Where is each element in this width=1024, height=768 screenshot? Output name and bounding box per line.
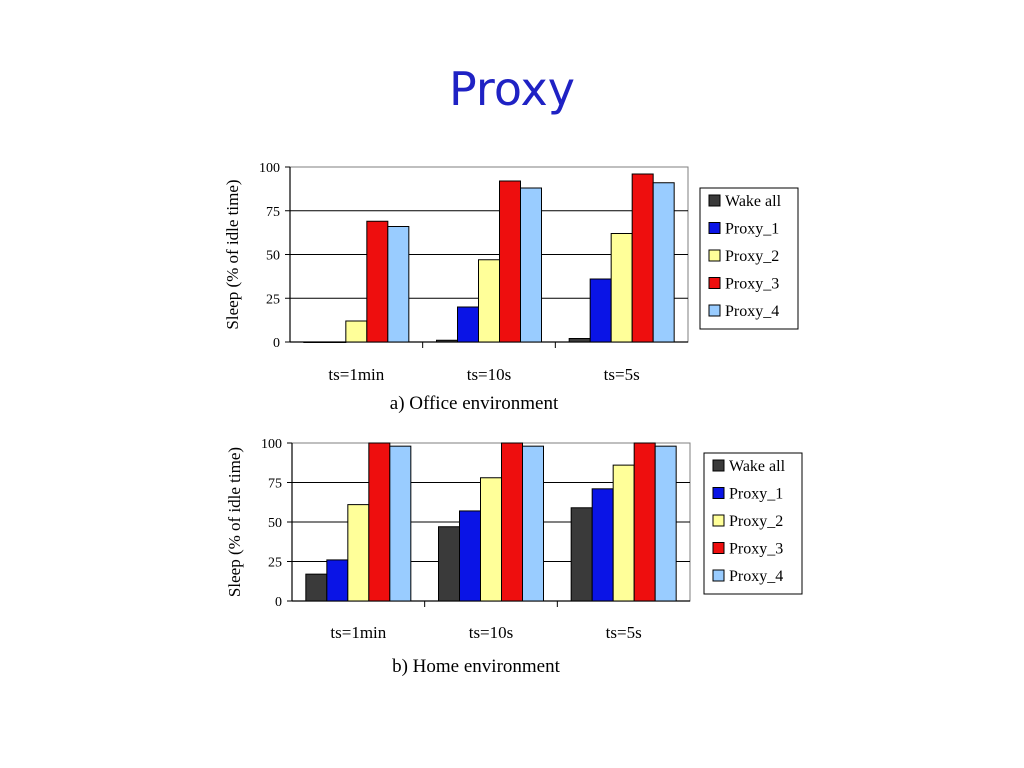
bar (347, 504, 370, 602)
bar (612, 464, 635, 602)
bar (389, 445, 412, 602)
bar (478, 259, 500, 343)
chart-office: 0 25 50 75 100 ts=1min ts=10s ts=5s Sleep (% of … (223, 161, 799, 414)
bar (324, 341, 347, 343)
x-category-label: ts=5s (606, 623, 642, 642)
bar (303, 341, 326, 343)
legend-swatch (712, 514, 725, 527)
chart-home: 0 25 50 75 100 ts=1min ts=10s ts=5s Sleep (% of … (225, 437, 803, 677)
y-tick-label: 75 (268, 477, 282, 492)
x-category-label: ts=5s (604, 365, 640, 384)
bar (305, 573, 328, 602)
bar (438, 526, 460, 602)
legend-label: Wake all (725, 193, 782, 210)
legend-swatch (708, 277, 721, 289)
legend-label: Proxy_3 (725, 276, 779, 293)
x-category-label: ts=10s (469, 623, 514, 642)
bar (501, 442, 523, 602)
y-tick-label: 100 (259, 161, 280, 176)
bar (368, 442, 391, 602)
legend-label: Proxy_4 (725, 303, 779, 320)
bar (459, 510, 481, 602)
y-tick-label: 100 (261, 437, 282, 452)
y-axis-label: Sleep (% of idle time) (225, 447, 244, 597)
bar (589, 278, 612, 343)
slide-title: Proxy (448, 62, 575, 116)
bar (570, 507, 593, 602)
bar (568, 338, 591, 343)
legend-label: Proxy_1 (725, 221, 779, 238)
legend-label: Proxy_4 (729, 568, 783, 585)
legend-label: Proxy_2 (725, 248, 779, 265)
bar (591, 488, 614, 602)
legend-swatch (708, 249, 721, 262)
legend-swatch (708, 222, 721, 234)
y-axis-label: Sleep (% of idle time) (223, 179, 242, 329)
chart-caption: a) Office environment (390, 393, 559, 414)
x-category-label: ts=10s (467, 365, 512, 384)
legend-swatch (712, 459, 725, 472)
y-tick-label: 25 (266, 292, 280, 307)
x-category-label: ts=1min (328, 365, 384, 384)
legend-swatch (712, 569, 725, 582)
legend-swatch (708, 304, 721, 317)
bar (457, 306, 479, 343)
bar (654, 445, 677, 602)
legend-label: Proxy_2 (729, 513, 783, 530)
bar (520, 187, 542, 343)
bar (387, 226, 410, 343)
bar (345, 320, 368, 343)
bar (610, 233, 633, 343)
legend-swatch (712, 542, 725, 554)
y-tick-label: 50 (266, 249, 280, 264)
bar (366, 220, 389, 343)
legend-label: Proxy_1 (729, 486, 783, 503)
y-tick-label: 0 (273, 336, 280, 351)
legend-label: Wake all (729, 458, 786, 475)
bar (480, 477, 502, 602)
bar (652, 182, 675, 343)
legend-swatch (708, 194, 721, 207)
bar (633, 442, 656, 602)
bar (436, 339, 458, 343)
bar (631, 173, 654, 343)
bar (499, 180, 521, 343)
y-tick-label: 25 (268, 556, 282, 571)
legend-swatch (712, 487, 725, 499)
chart-caption: b) Home environment (392, 656, 561, 677)
y-tick-label: 50 (268, 516, 282, 531)
legend-label: Proxy_3 (729, 541, 783, 558)
y-tick-label: 0 (275, 595, 282, 610)
bar (326, 559, 349, 602)
y-tick-label: 75 (266, 205, 280, 220)
x-category-label: ts=1min (330, 623, 386, 642)
bar (522, 445, 544, 602)
